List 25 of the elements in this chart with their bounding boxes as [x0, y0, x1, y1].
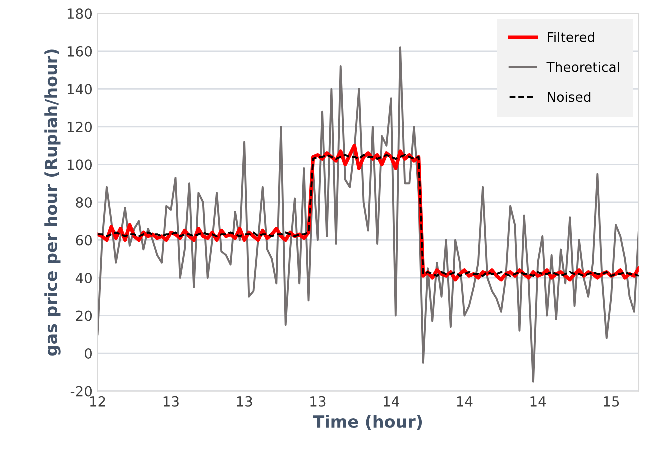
- x-axis-title: Time (hour): [313, 415, 422, 430]
- y-tick-label: -20: [70, 386, 92, 397]
- legend-label: Filtered: [548, 32, 594, 42]
- x-tick-label: 13: [164, 396, 179, 407]
- y-axis-title: gas price per hour (Rupiah/hour): [44, 50, 61, 356]
- x-tick-label: 13: [310, 396, 326, 407]
- line-series: [98, 46, 639, 383]
- x-tick-label: 14: [384, 396, 400, 407]
- y-tick-label: 160: [68, 46, 92, 57]
- x-tick-label: 14: [530, 396, 546, 407]
- y-tick-label: 0: [85, 348, 92, 360]
- x-tick-label: 15: [604, 396, 620, 407]
- y-tick-label: 60: [76, 235, 92, 246]
- y-tick-label: 120: [68, 122, 92, 132]
- y-tick-label: 180: [68, 8, 92, 20]
- legend-label: Theoretical: [546, 62, 620, 72]
- y-tick-label: 140: [68, 84, 92, 95]
- x-tick-label: 14: [457, 396, 473, 407]
- y-tick-label: 20: [76, 310, 92, 322]
- legend-label: Noised: [548, 92, 591, 102]
- y-tick-label: 40: [76, 272, 92, 284]
- y-tick-label: 100: [68, 160, 92, 170]
- x-tick-label: 12: [90, 396, 106, 407]
- y-tick-label: 80: [76, 197, 92, 208]
- x-tick-label: 13: [237, 396, 252, 407]
